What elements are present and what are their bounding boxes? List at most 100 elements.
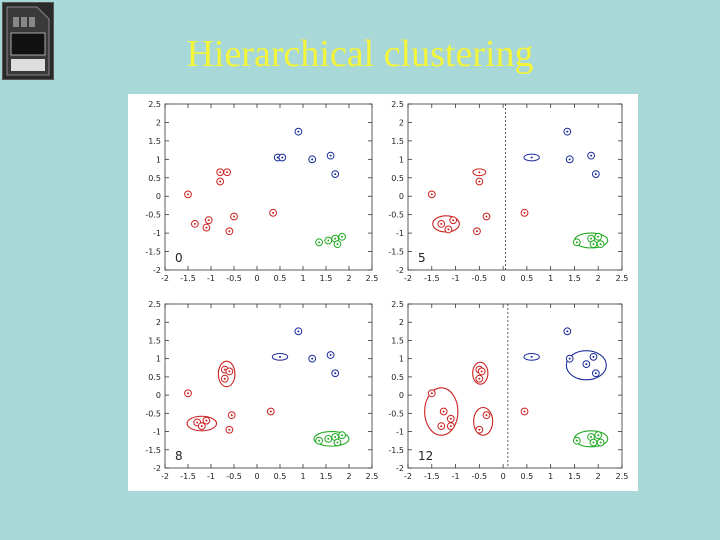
y-tick-label: 0: [399, 391, 404, 400]
x-tick-label: 1.5: [568, 274, 581, 283]
y-tick-label: -1.5: [388, 446, 404, 455]
plot-frame: [407, 303, 623, 469]
y-tick-label: 0: [156, 391, 161, 400]
x-tick-label: -0.5: [472, 274, 488, 283]
data-point-center: [592, 355, 595, 358]
data-point-center: [334, 173, 337, 176]
data-point-center: [311, 158, 314, 161]
data-point-center: [269, 410, 272, 413]
x-tick-label: 0.5: [274, 472, 287, 481]
x-tick-label: -1.5: [424, 472, 440, 481]
data-point-center: [226, 171, 229, 174]
data-point-center: [341, 235, 344, 238]
data-point-center: [575, 241, 578, 244]
data-point-center: [590, 154, 593, 157]
data-point-center: [523, 410, 526, 413]
data-point-center: [430, 392, 433, 395]
y-tick-label: -1.5: [388, 248, 404, 257]
data-point-center: [327, 437, 330, 440]
x-tick-label: 1.5: [320, 274, 333, 283]
data-point-center: [336, 441, 339, 444]
y-tick-label: -0.5: [145, 211, 161, 220]
y-tick-label: 0.5: [148, 373, 161, 382]
cluster-ellipse: [472, 361, 489, 385]
y-tick-label: 1.5: [148, 137, 161, 146]
data-point-center: [568, 158, 571, 161]
data-point-center: [228, 428, 231, 431]
panel-label: 0: [175, 251, 183, 265]
data-point-center: [599, 243, 602, 246]
data-point-center: [478, 428, 481, 431]
cluster-ellipse: [217, 360, 236, 388]
plot-frame: [407, 103, 623, 271]
x-tick-label: 0.5: [521, 274, 534, 283]
scatter-panel-4: 2.5 2 1.5 1 0.5 0 -0.5 -1 -1.5 -2-2 -1.5 -1 -0.5 0 0.5…: [388, 300, 628, 481]
y-tick-label: 1: [156, 355, 161, 364]
data-point-center: [223, 377, 226, 380]
y-tick-label: 2.5: [391, 300, 404, 309]
cluster-ellipse: [565, 350, 607, 381]
plot-frame: [164, 103, 373, 271]
slide-title: Hierarchical clustering: [186, 33, 534, 75]
x-tick-label: 2: [596, 274, 601, 283]
x-tick-label: 1: [548, 472, 553, 481]
x-tick-label: 2.5: [366, 274, 379, 283]
data-point-center: [228, 230, 231, 233]
data-point-center: [318, 241, 321, 244]
data-point-center: [449, 417, 452, 420]
x-tick-label: -1: [452, 274, 460, 283]
x-tick-label: -1: [207, 274, 215, 283]
data-point-center: [478, 180, 481, 183]
cluster-ellipse: [186, 415, 218, 432]
y-tick-label: -1: [396, 428, 404, 437]
scatter-panel-1: 2.5 2 1.5 1 0.5 0 -0.5 -1 -1.5 -2-2 -1.5 -1 -0.5 0 0.5…: [145, 100, 378, 283]
y-tick-label: -0.5: [388, 409, 404, 418]
data-point-center: [329, 154, 332, 157]
y-tick-label: 2: [156, 318, 161, 327]
data-point-center: [452, 219, 455, 222]
data-point-center: [430, 193, 433, 196]
y-tick-label: 2: [399, 118, 404, 127]
y-tick-label: -0.5: [388, 211, 404, 220]
data-point-center: [480, 370, 483, 373]
y-tick-label: 0: [156, 192, 161, 201]
y-tick-label: -2: [153, 464, 161, 473]
data-point-center: [447, 228, 450, 231]
data-point-center: [329, 354, 332, 357]
y-tick-label: -1: [396, 229, 404, 238]
panel-label: 5: [418, 251, 426, 265]
data-point-center: [276, 156, 279, 159]
data-point-center: [475, 230, 478, 233]
data-point-center: [297, 330, 300, 333]
data-point-center: [449, 425, 452, 428]
data-point-center: [200, 425, 203, 428]
data-point-center: [590, 237, 593, 240]
data-point-center: [205, 419, 208, 422]
data-point-center: [442, 410, 445, 413]
data-point-center: [196, 421, 199, 424]
x-tick-label: -2: [161, 274, 169, 283]
data-point-center: [568, 357, 571, 360]
scatter-panel-2: 2.5 2 1.5 1 0.5 0 -0.5 -1 -1.5 -2-2 -1.5 -1 -0.5 0 0.5…: [388, 100, 628, 283]
x-tick-label: 2.5: [616, 472, 629, 481]
data-point-center: [187, 193, 189, 196]
y-tick-label: 1: [156, 155, 161, 164]
cluster-ellipse: [424, 387, 459, 436]
x-tick-label: -1.5: [424, 274, 440, 283]
data-point-center: [590, 436, 593, 439]
panel-label: 12: [418, 449, 433, 463]
data-point-center: [228, 370, 231, 373]
y-tick-label: 2.5: [148, 300, 161, 309]
y-tick-label: 1.5: [148, 336, 161, 345]
data-point-center: [205, 226, 208, 229]
y-tick-label: -1: [153, 229, 161, 238]
data-point-center: [530, 355, 533, 358]
x-tick-label: -1.5: [180, 472, 196, 481]
y-tick-label: 1.5: [391, 336, 404, 345]
data-point-center: [207, 219, 210, 222]
x-tick-label: -0.5: [226, 472, 242, 481]
y-tick-label: -1.5: [145, 446, 161, 455]
data-point-center: [566, 130, 569, 133]
x-tick-label: -2: [404, 274, 412, 283]
data-point-center: [336, 243, 339, 246]
